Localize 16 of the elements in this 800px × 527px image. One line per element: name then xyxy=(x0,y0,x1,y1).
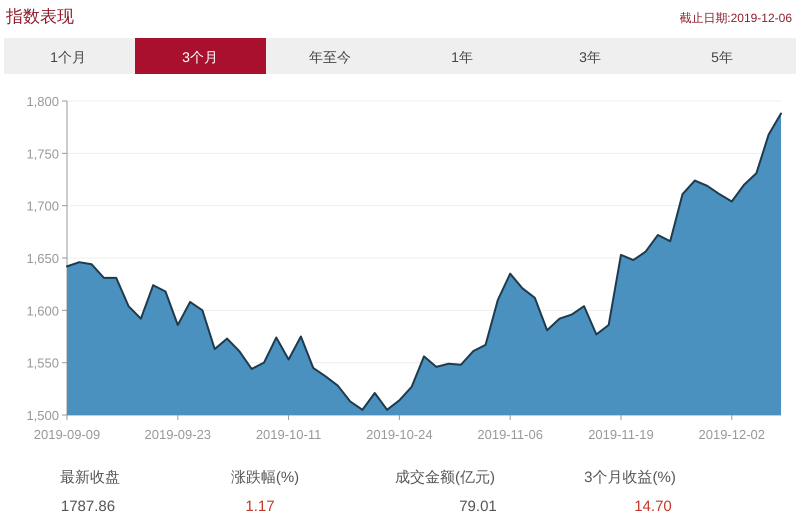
subtitle: 截止日期:2019-12-06 xyxy=(679,11,792,25)
x-tick-label: 2019-09-23 xyxy=(144,427,212,442)
y-tick-label: 1,700 xyxy=(26,198,59,214)
x-tick-label: 2019-11-19 xyxy=(588,427,654,442)
y-tick-label: 1,500 xyxy=(26,408,59,423)
x-tick-label: 2019-10-24 xyxy=(366,427,433,442)
x-tick-label: 2019-11-06 xyxy=(477,427,543,442)
y-tick-label: 1,550 xyxy=(26,356,59,371)
title: 指数表现 xyxy=(6,7,74,26)
y-tick-label: 1,650 xyxy=(26,251,59,266)
y-tick-label: 1,600 xyxy=(26,303,59,318)
x-tick-label: 2019-12-02 xyxy=(698,427,766,442)
y-tick-label: 1,750 xyxy=(26,146,59,162)
y-tick-label: 1,800 xyxy=(26,94,59,109)
x-tick-label: 2019-10-11 xyxy=(256,427,322,442)
x-tick-label: 2019-09-09 xyxy=(34,427,100,442)
